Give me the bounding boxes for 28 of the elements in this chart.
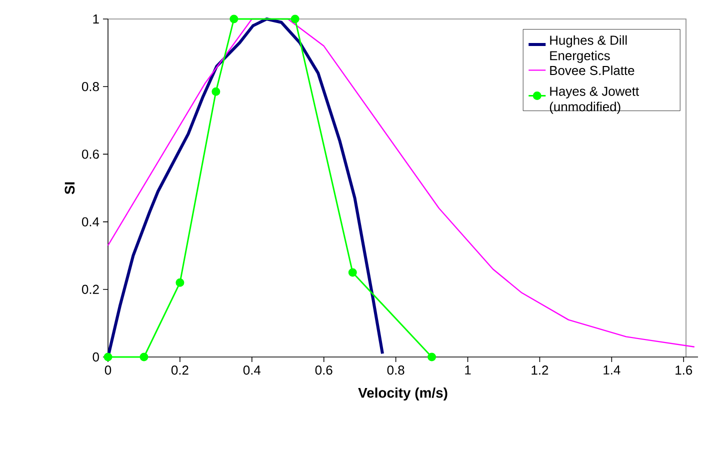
point <box>348 268 357 277</box>
y-tick-label: 1 <box>93 14 99 24</box>
y-tick-label: 0.8 <box>82 82 99 92</box>
x-tick-label: 1 <box>465 366 471 374</box>
y-tick-label: 0 <box>92 352 99 362</box>
point <box>104 352 112 362</box>
legend-label: Bovee S.Platte <box>550 66 634 76</box>
y-tick-label: 0.2 <box>82 284 99 294</box>
x-tick-label: 1.4 <box>604 366 620 374</box>
point <box>176 278 184 287</box>
x-tick-label: 1.6 <box>676 366 692 375</box>
point <box>290 14 300 24</box>
point <box>212 87 220 96</box>
x-tick-label: 0.6 <box>315 366 332 375</box>
x-axis-title: Velocity (m/s) <box>358 388 448 401</box>
legend-label: Hughes & Dill Energetics <box>550 35 627 63</box>
x-tick-label: 0.8 <box>387 366 404 375</box>
y-tick-label: 0.6 <box>82 150 99 159</box>
x-tick-label: 0 <box>104 366 112 375</box>
x-tick-label: 0.4 <box>243 366 261 375</box>
point <box>428 352 436 362</box>
x-tick-label: 0.2 <box>171 366 188 375</box>
y-axis-title: SI <box>64 182 75 194</box>
point <box>230 14 238 24</box>
line-series <box>107 18 696 348</box>
x-tick-label: 1.2 <box>532 366 548 375</box>
y-tick-label: 0.4 <box>82 217 100 226</box>
point <box>140 352 148 362</box>
